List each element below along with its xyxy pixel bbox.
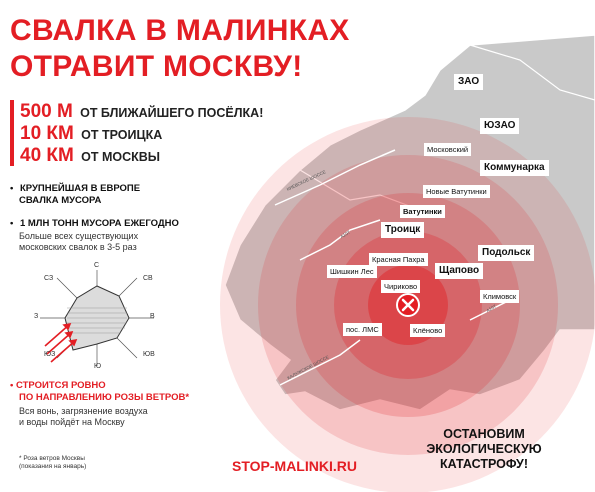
fact-largest-line1: КРУПНЕЙШАЯ В ЕВРОПЕ xyxy=(19,183,141,194)
road-kaluzhskoe xyxy=(279,339,361,386)
fact-largest: КРУПНЕЙШАЯ В ЕВРОПЕ СВАЛКА МУСОРА xyxy=(10,183,140,207)
distance-value: 500 М xyxy=(20,101,73,122)
map-label-klenovo: Клёново xyxy=(410,324,446,337)
map-label-yuzao: ЮЗАО xyxy=(480,118,520,134)
map-label-chirikovo: Чириково xyxy=(381,280,421,293)
map-label-pos-lms: пос. ЛМС xyxy=(343,323,382,336)
territory-border-2 xyxy=(469,44,595,101)
fact-tonnage: 1 МЛН ТОНН МУСОРА ЕЖЕГОДНО xyxy=(10,218,179,230)
map-label-novye-vatutinki: Новые Ватутинки xyxy=(423,185,490,198)
distance-label: ОТ МОСКВЫ xyxy=(81,150,161,164)
wind-label-e: В xyxy=(150,313,155,320)
map-label-shchapovo: Щапово xyxy=(435,263,484,279)
wind-label-nw: СЗ xyxy=(44,275,54,282)
distance-value: 10 КМ xyxy=(20,123,74,144)
dump-site-x-icon xyxy=(401,298,415,312)
fact-tonnage-line1: 1 МЛН ТОНН МУСОРА ЕЖЕГОДНО xyxy=(19,218,179,229)
distance-item: 500 М ОТ БЛИЖАЙШЕГО ПОСЁЛКА! xyxy=(20,101,263,124)
headline-line1: СВАЛКА В МАЛИНКАХ xyxy=(10,14,350,47)
distance-label: ОТ ТРОИЦКА xyxy=(81,128,163,142)
fact-largest-line2: СВАЛКА МУСОРА xyxy=(19,195,102,206)
wind-label-ne: СВ xyxy=(143,275,153,282)
fact-tonnage-sub: Больше всех существующих московских свал… xyxy=(19,231,138,253)
wind-note-sub1: Вся вонь, загрязнение воздуха xyxy=(19,406,148,416)
distance-item: 10 КМ ОТ ТРОИЦКА xyxy=(20,123,162,146)
map-label-krasnaya-pakhra: Красная Пахра xyxy=(369,253,428,266)
fact-tonnage-sub1: Больше всех существующих xyxy=(19,231,139,241)
map-label-klimovsk: Климовск xyxy=(480,290,520,303)
wind-rose-diagram xyxy=(40,270,154,366)
cta-line1: ОСТАНОВИМ xyxy=(443,427,525,441)
map-label-moskovsky: Московский xyxy=(424,143,472,156)
fact-tonnage-sub2: московских свалок в 3-5 раз xyxy=(19,242,137,252)
headline-line2: ОТРАВИТ МОСКВУ! xyxy=(10,50,303,83)
distance-item: 40 КМ ОТ МОСКВЫ xyxy=(20,145,160,168)
map-label-vatutinki: Ватутинки xyxy=(400,205,445,218)
wind-note-sub: Вся вонь, загрязнение воздуха и воды пой… xyxy=(19,406,148,428)
wind-note-line1: СТРОИТСЯ РОВНО xyxy=(15,380,106,391)
map-label-kommunarka: Коммунарка xyxy=(480,160,549,176)
cta-line2: ЭКОЛОГИЧЕСКУЮ xyxy=(426,442,542,456)
map-label-zao: ЗАО xyxy=(454,74,484,90)
wind-label-s: Ю xyxy=(94,363,102,370)
map-label-podolsk: Подольск xyxy=(478,245,535,261)
road-a107 xyxy=(299,219,381,261)
map-label-troitsk: Троицк xyxy=(381,222,425,238)
wind-label-sw: ЮЗ xyxy=(44,351,56,358)
road-a107-east xyxy=(469,299,511,321)
wind-note-sub2: и воды пойдёт на Москву xyxy=(19,417,125,427)
distance-accent-bar xyxy=(10,100,14,166)
website-link[interactable]: STOP-MALINKI.RU xyxy=(232,458,357,474)
call-to-action: ОСТАНОВИМ ЭКОЛОГИЧЕСКУЮ КАТАСТРОФУ! xyxy=(414,427,554,472)
road-kievskoe xyxy=(274,149,396,206)
cta-line3: КАТАСТРОФУ! xyxy=(440,457,528,471)
distance-value: 40 КМ xyxy=(20,145,74,166)
wind-label-w: З xyxy=(34,313,39,320)
footnote-line1: * Роза ветров Москвы xyxy=(19,455,85,462)
territory-border-1 xyxy=(299,169,421,211)
distance-label: ОТ БЛИЖАЙШЕГО ПОСЁЛКА! xyxy=(80,106,264,120)
footnote-line2: (показания на январь) xyxy=(19,463,87,470)
wind-rose-footnote: * Роза ветров Москвы (показания на январ… xyxy=(19,455,86,471)
wind-label-n: С xyxy=(94,262,100,269)
map-label-shishkin-les: Шишкин Лес xyxy=(327,265,377,278)
wind-label-se: ЮВ xyxy=(143,351,155,358)
wind-direction-note: • СТРОИТСЯ РОВНО ПО НАПРАВЛЕНИЮ РОЗЫ ВЕТ… xyxy=(10,380,190,403)
wind-note-line2: ПО НАПРАВЛЕНИЮ РОЗЫ ВЕТРОВ* xyxy=(19,392,190,403)
